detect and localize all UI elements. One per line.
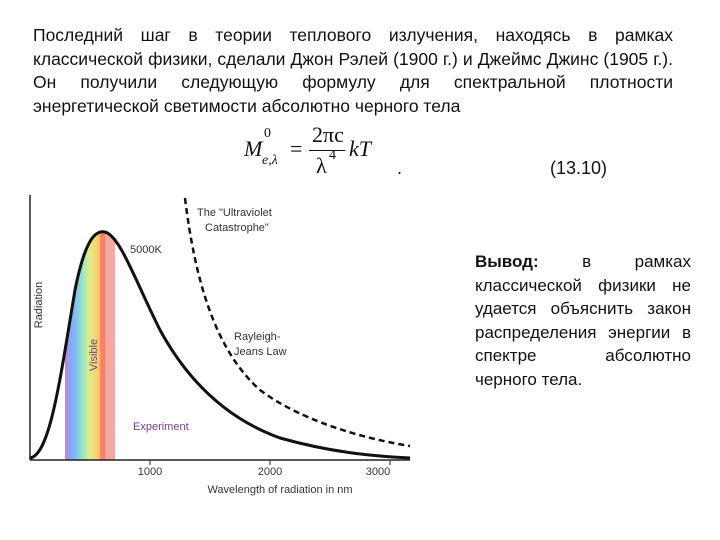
formula-equals: =: [290, 136, 303, 161]
x-tick-label: 1000: [138, 466, 162, 478]
x-label: Wavelength of radiation in nm: [207, 484, 352, 496]
temperature-label: 5000K: [130, 244, 162, 256]
formula-denominator: λ: [316, 153, 327, 178]
fraction-bar: [309, 150, 345, 151]
figure: Radiation Visible 5000K The "Ultraviolet…: [29, 195, 411, 496]
rayleigh-jeans-curve: [183, 197, 411, 448]
conclusion-text: в рамках классической физики не удается …: [475, 252, 691, 389]
formula-factor: kT: [349, 136, 371, 161]
planck-curve: [29, 230, 411, 460]
law-label: Rayleigh-: [234, 331, 281, 343]
conclusion-label: Вывод:: [475, 252, 539, 271]
x-tick-label: 3000: [366, 466, 390, 478]
paragraph: Последний шаг в теории теплового излучен…: [33, 25, 673, 116]
catastrophe-label: The "Ultraviolet: [197, 207, 272, 219]
equation-number: (13.10): [550, 158, 608, 178]
dot: .: [397, 158, 403, 178]
formula-power: 4: [329, 148, 336, 163]
catastrophe-label: Catastrophe": [205, 222, 269, 234]
formula-subscript: e,λ: [262, 153, 278, 168]
formula-symbol: M: [244, 136, 263, 161]
visible-label: Visible: [88, 339, 100, 371]
conclusion: Вывод: в рамках классической физики не у…: [475, 250, 691, 391]
experiment-label: Experiment: [133, 421, 189, 433]
y-label: Radiation: [33, 282, 45, 328]
formula-superscript: 0: [264, 126, 271, 141]
visible-band: [65, 231, 115, 460]
law-label: Jeans Law: [234, 346, 287, 358]
x-tick-label: 2000: [258, 466, 282, 478]
formula-numerator: 2πc: [312, 122, 344, 147]
